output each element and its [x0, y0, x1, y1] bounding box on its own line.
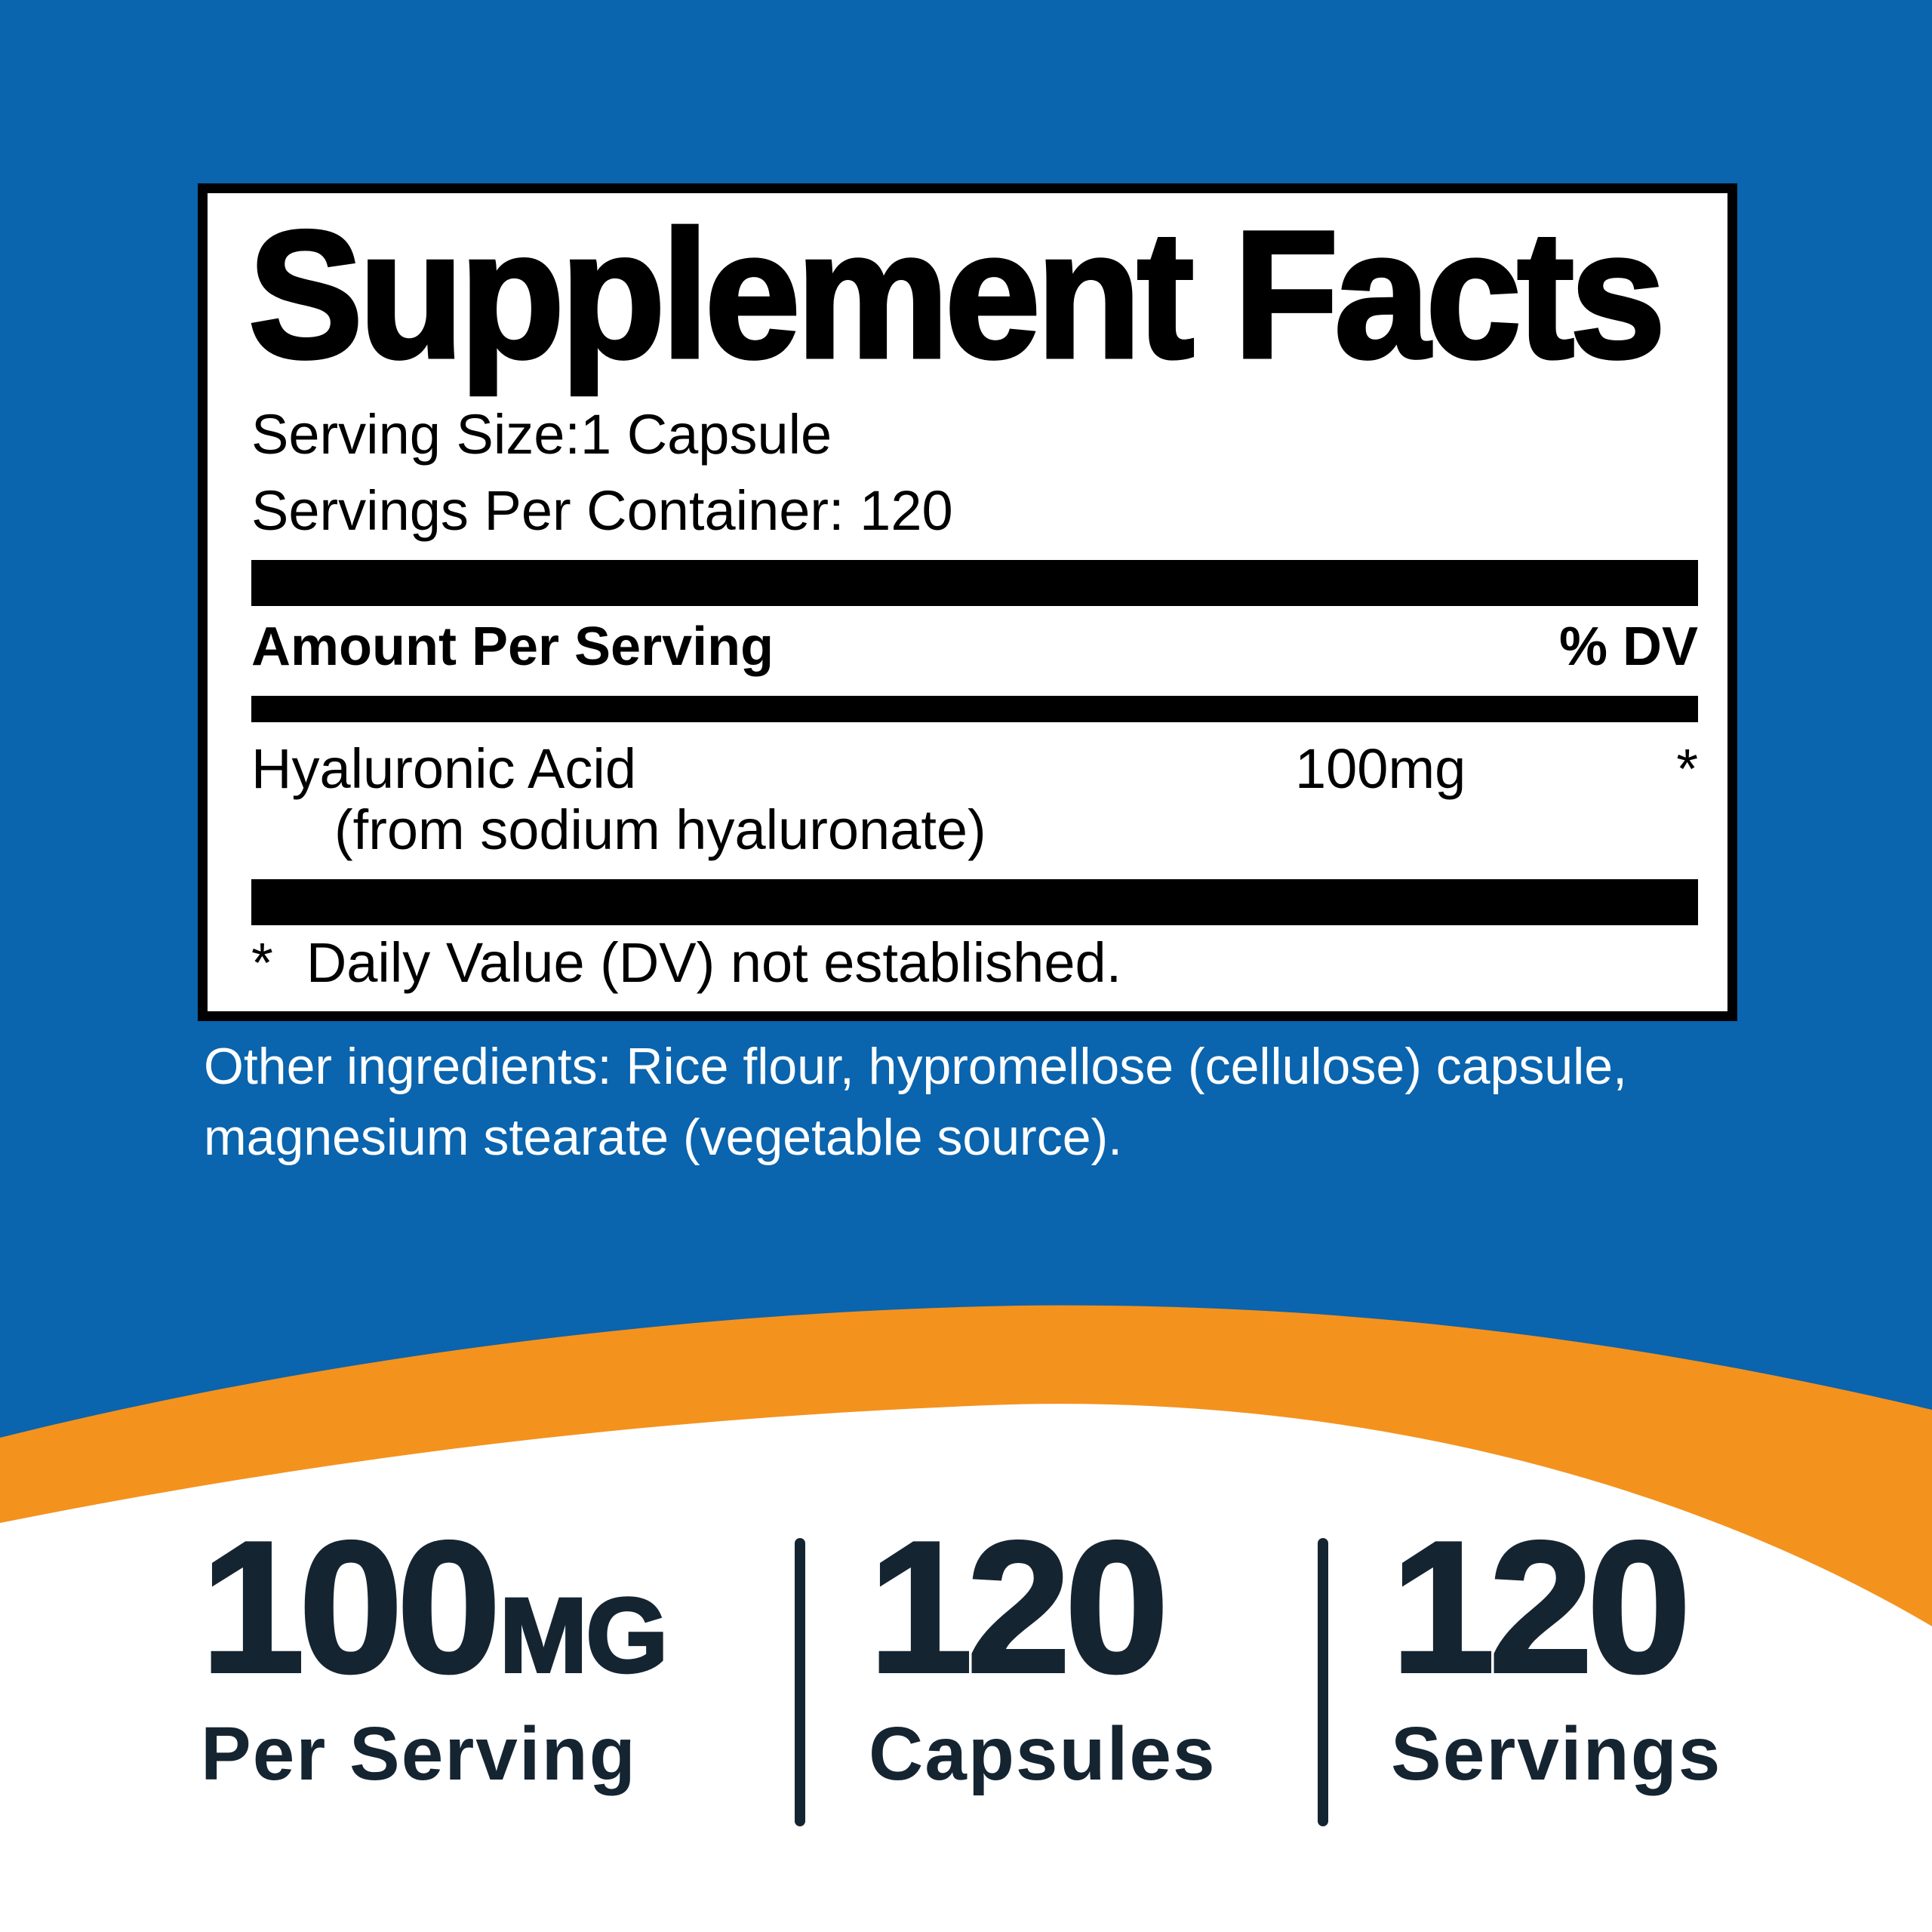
- servings-number: 120: [1389, 1502, 1693, 1712]
- highlight-stats: 100MG Per Serving 120 Capsules 120 Servi…: [0, 1502, 1932, 1826]
- other-ingredients: Other ingredients: Rice flour, hypromell…: [204, 1032, 1849, 1174]
- stat-servings: 120 Servings: [1328, 1502, 1932, 1798]
- ingredient-row: Hyaluronic Acid 100mg *: [251, 741, 1698, 797]
- servings-per-container-line: Servings Per Container: 120: [251, 478, 953, 542]
- divider-bar-top: [251, 560, 1698, 607]
- other-ingredients-line2: magnesium stearate (vegetable source).: [204, 1108, 1123, 1166]
- stat-per-serving: 100MG Per Serving: [0, 1512, 795, 1798]
- footnote-text: Daily Value (DV) not established.: [306, 931, 1122, 995]
- ingredient-name: Hyaluronic Acid: [251, 737, 637, 801]
- ingredient-amount: 100mg: [1295, 737, 1466, 801]
- serving-size-line: Serving Size:1 Capsule: [251, 403, 832, 466]
- ingredient-dv-asterisk: *: [1676, 737, 1698, 801]
- stat-divider-right: [1318, 1538, 1328, 1826]
- per-serving-unit: MG: [498, 1576, 670, 1694]
- capsules-number: 120: [867, 1502, 1171, 1712]
- per-serving-value: 100MG: [199, 1512, 795, 1702]
- capsules-label: Capsules: [869, 1712, 1217, 1796]
- serving-info: Serving Size:1 Capsule Servings Per Cont…: [251, 397, 1698, 549]
- brush-swoosh-graphic: [0, 1305, 1932, 1932]
- panel-title: Supplement Facts: [247, 193, 1668, 395]
- white-ground: [0, 1404, 1932, 1932]
- per-serving-number: 100: [199, 1502, 503, 1712]
- stat-divider-left: [795, 1538, 805, 1826]
- amount-per-serving-header: Amount Per Serving: [251, 617, 774, 678]
- amount-header-row: Amount Per Serving % DV: [251, 613, 1698, 681]
- divider-bar-bottom: [251, 879, 1698, 926]
- supplement-facts-panel: Supplement Facts Serving Size:1 Capsule …: [198, 183, 1737, 1021]
- ingredient-source-detail: (from sodium hyaluronate): [334, 798, 986, 862]
- divider-bar-header: [251, 696, 1698, 723]
- other-ingredients-line1: Other ingredients: Rice flour, hypromell…: [204, 1038, 1628, 1095]
- per-serving-label: Per Serving: [201, 1712, 637, 1796]
- footnote-asterisk: *: [251, 931, 273, 995]
- servings-label: Servings: [1391, 1712, 1722, 1796]
- stat-capsules: 120 Capsules: [805, 1502, 1318, 1798]
- footnote-row: * Daily Value (DV) not established.: [251, 935, 1698, 991]
- percent-dv-header: % DV: [1558, 617, 1698, 678]
